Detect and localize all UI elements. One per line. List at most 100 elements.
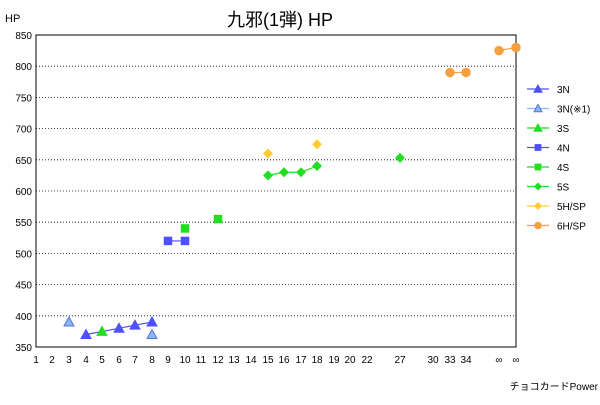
x-tick-label: 27 <box>394 355 406 366</box>
data-point <box>263 170 273 181</box>
series-4N <box>163 236 190 246</box>
legend-label: 3N <box>557 85 570 96</box>
legend-marker <box>533 122 543 132</box>
legend-item: 3N <box>527 83 570 96</box>
legend-item: 3N(※1) <box>527 103 590 116</box>
data-point <box>296 167 306 178</box>
legend-marker <box>534 221 542 230</box>
data-point <box>395 152 405 163</box>
series-6H/SP <box>494 42 521 56</box>
data-point <box>146 328 158 340</box>
data-point <box>312 139 322 150</box>
data-point <box>113 322 125 333</box>
data-point <box>163 236 173 246</box>
data-point <box>511 42 521 53</box>
x-tick-label: 7 <box>132 355 138 366</box>
data-point <box>146 316 158 327</box>
y-tick-label: 800 <box>15 62 32 73</box>
x-tick-label: 11 <box>196 355 207 366</box>
legend-label: 4N <box>557 144 570 155</box>
legend-item: 4S <box>527 163 570 174</box>
series-marks <box>63 42 521 340</box>
y-tick-label: 350 <box>15 343 32 354</box>
legend-marker <box>534 144 542 151</box>
x-tick-label: 2 <box>49 355 55 366</box>
y-tick-label: 550 <box>15 218 32 229</box>
data-point <box>180 224 190 233</box>
y-tick-label: 750 <box>15 93 32 104</box>
data-point <box>279 167 289 178</box>
x-tick-label: 22 <box>361 355 373 366</box>
series-3S <box>96 325 108 336</box>
y-axis: 350 400 450 500 550 600 650 700 750 800 850 <box>15 31 32 354</box>
chart-title: 九邪(1弾) HP <box>227 10 333 30</box>
legend-label: 3N(※1) <box>557 105 590 116</box>
legend-label: 5H/SP <box>557 202 586 213</box>
y-tick-label: 600 <box>15 187 32 198</box>
y-tick-label: 700 <box>15 125 32 136</box>
y-tick-label: 850 <box>15 31 32 42</box>
x-tick-label: 4 <box>83 355 89 366</box>
legend-marker <box>534 182 542 191</box>
x-tick-label: 20 <box>344 355 356 366</box>
x-tick-label: 16 <box>278 355 290 366</box>
data-point <box>96 325 108 336</box>
legend-label: 5S <box>557 183 570 194</box>
credit-label: チョコカードPower <box>510 381 599 393</box>
legend-item: 4N <box>527 144 570 155</box>
legend-marker <box>533 83 543 93</box>
y-tick-label: 650 <box>15 156 32 167</box>
series-3N <box>80 316 158 340</box>
series-5S <box>395 152 405 163</box>
data-point <box>263 148 273 159</box>
legend-marker <box>533 103 543 113</box>
x-tick-label: 34 <box>460 355 472 366</box>
x-tick-label: 15 <box>262 355 274 366</box>
x-tick-label: 5 <box>99 355 105 366</box>
x-tick-label: ∞ <box>495 355 502 366</box>
data-point <box>63 316 75 327</box>
legend: 3N 3N(※1) 3S 4N 4S 5S 5H/SP 6H/SP <box>527 83 590 233</box>
y-tick-label: 450 <box>15 281 32 292</box>
data-point <box>80 328 92 340</box>
data-point <box>129 319 141 330</box>
series-3N(※1) <box>63 316 158 340</box>
series-5H/SP <box>263 139 322 159</box>
x-tick-label: 30 <box>427 355 439 366</box>
x-tick-label: 19 <box>328 355 340 366</box>
x-tick-label: 33 <box>444 355 456 366</box>
legend-label: 4S <box>557 163 570 174</box>
x-tick-label: 18 <box>311 355 323 366</box>
x-tick-label: 3 <box>66 355 72 366</box>
series-line <box>267 165 318 176</box>
x-tick-label: 6 <box>116 355 122 366</box>
x-tick-label: 8 <box>149 355 155 366</box>
x-tick-label: ∞ <box>512 355 519 366</box>
series-5S <box>263 161 322 181</box>
legend-label: 3S <box>557 124 570 135</box>
legend-item: 6H/SP <box>527 222 586 233</box>
data-point <box>494 45 504 56</box>
data-point <box>445 67 455 78</box>
legend-marker <box>534 163 542 171</box>
y-axis-label: HP <box>5 13 20 25</box>
y-tick-label: 500 <box>15 249 32 260</box>
x-tick-label: 12 <box>212 355 224 366</box>
legend-marker <box>534 202 542 210</box>
legend-label: 6H/SP <box>557 222 586 233</box>
x-tick-label: 17 <box>295 355 307 366</box>
x-tick-label: 1 <box>33 355 39 366</box>
y-tick-label: 400 <box>15 312 32 323</box>
x-tick-label: 14 <box>245 355 257 366</box>
data-point <box>213 214 223 224</box>
x-tick-label: 13 <box>228 355 240 366</box>
legend-item: 5H/SP <box>527 202 586 213</box>
x-tick-label: 10 <box>179 355 191 366</box>
series-4S <box>180 214 223 233</box>
grid-lines <box>36 65 516 317</box>
x-tick-label: 9 <box>165 355 171 366</box>
legend-item: 3S <box>527 122 570 135</box>
data-point <box>312 161 322 172</box>
